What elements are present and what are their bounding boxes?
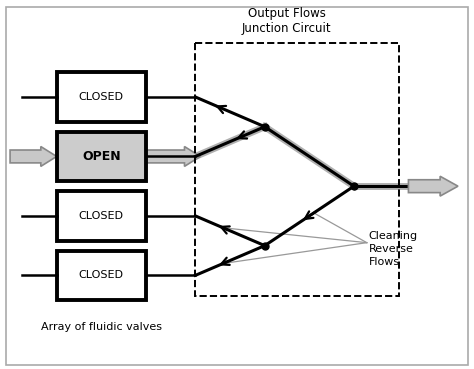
Bar (57, 191, 146, 241)
Bar (195, 43, 399, 296)
Text: Output Flows
Junction Circuit: Output Flows Junction Circuit (242, 7, 332, 35)
Bar (57, 251, 146, 300)
Text: CLOSED: CLOSED (79, 211, 124, 221)
Bar (57, 72, 146, 122)
Text: CLOSED: CLOSED (79, 270, 124, 280)
Polygon shape (10, 146, 57, 166)
Polygon shape (146, 146, 201, 166)
Text: Cleaning
Reverse
Flows: Cleaning Reverse Flows (369, 231, 418, 267)
Text: OPEN: OPEN (82, 150, 120, 163)
Bar (57, 132, 146, 181)
Text: CLOSED: CLOSED (79, 92, 124, 102)
Text: Array of fluidic valves: Array of fluidic valves (41, 322, 162, 332)
Polygon shape (409, 176, 458, 196)
